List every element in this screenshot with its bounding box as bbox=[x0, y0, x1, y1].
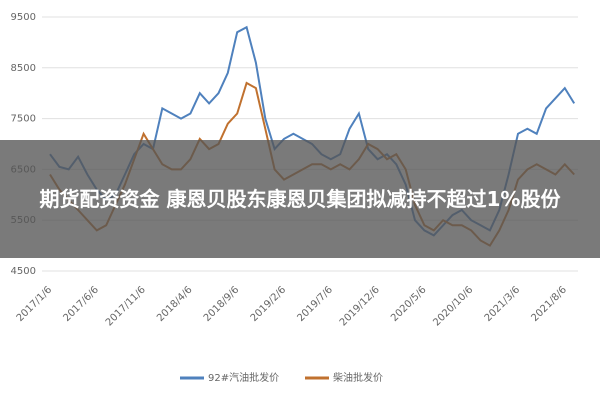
x-tick-label: 2019/12/6 bbox=[338, 284, 382, 328]
y-tick-label: 4500 bbox=[11, 266, 36, 277]
x-tick-label: 2017/1/6 bbox=[15, 284, 55, 324]
y-tick-label: 8500 bbox=[11, 63, 36, 74]
x-tick-label: 2018/9/6 bbox=[202, 284, 242, 324]
y-tick-label: 7500 bbox=[11, 114, 36, 125]
x-tick-label: 2021/3/6 bbox=[483, 284, 523, 324]
y-tick-label: 9500 bbox=[11, 12, 36, 23]
x-tick-label: 2017/11/6 bbox=[104, 284, 148, 328]
x-tick-label: 2019/2/6 bbox=[249, 284, 289, 324]
legend-label: 92#汽油批发价 bbox=[208, 371, 279, 384]
x-tick-label: 2020/10/6 bbox=[431, 284, 475, 328]
x-tick-label: 2019/7/6 bbox=[295, 284, 335, 324]
x-tick-label: 2018/4/6 bbox=[155, 284, 195, 324]
legend-label: 柴油批发价 bbox=[333, 371, 383, 384]
headline-banner: 期货配资资金 康恩贝股东康恩贝集团拟减持不超过1%股份 bbox=[0, 140, 600, 258]
x-tick-label: 2020/5/6 bbox=[389, 284, 429, 324]
headline: 期货配资资金 康恩贝股东康恩贝集团拟减持不超过1%股份 bbox=[39, 187, 561, 211]
x-tick-label: 2021/8/6 bbox=[529, 284, 569, 324]
x-tick-label: 2017/6/6 bbox=[61, 284, 101, 324]
